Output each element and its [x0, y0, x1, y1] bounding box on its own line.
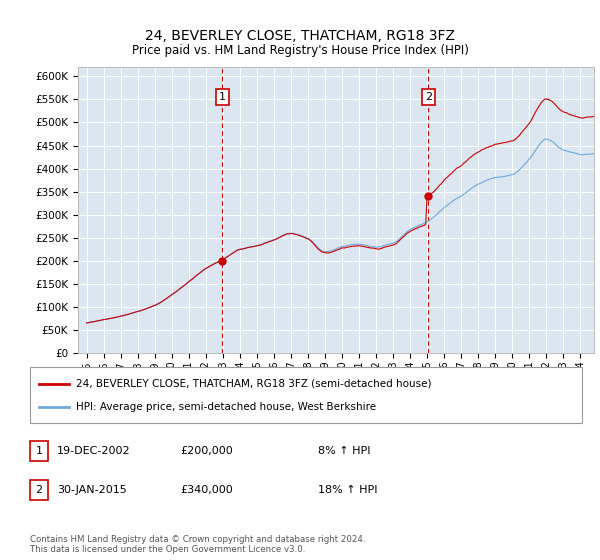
Text: 19-DEC-2002: 19-DEC-2002	[57, 446, 131, 456]
Text: 2: 2	[425, 92, 432, 102]
Text: 1: 1	[35, 446, 43, 456]
Text: Price paid vs. HM Land Registry's House Price Index (HPI): Price paid vs. HM Land Registry's House …	[131, 44, 469, 57]
Text: HPI: Average price, semi-detached house, West Berkshire: HPI: Average price, semi-detached house,…	[76, 402, 376, 412]
Text: £200,000: £200,000	[180, 446, 233, 456]
Text: 24, BEVERLEY CLOSE, THATCHAM, RG18 3FZ (semi-detached house): 24, BEVERLEY CLOSE, THATCHAM, RG18 3FZ (…	[76, 379, 432, 389]
Text: 2: 2	[35, 485, 43, 495]
Text: 1: 1	[219, 92, 226, 102]
Text: £340,000: £340,000	[180, 485, 233, 495]
Text: 18% ↑ HPI: 18% ↑ HPI	[318, 485, 377, 495]
Text: 24, BEVERLEY CLOSE, THATCHAM, RG18 3FZ: 24, BEVERLEY CLOSE, THATCHAM, RG18 3FZ	[145, 29, 455, 44]
Text: 8% ↑ HPI: 8% ↑ HPI	[318, 446, 371, 456]
Text: Contains HM Land Registry data © Crown copyright and database right 2024.
This d: Contains HM Land Registry data © Crown c…	[30, 535, 365, 554]
Text: 30-JAN-2015: 30-JAN-2015	[57, 485, 127, 495]
